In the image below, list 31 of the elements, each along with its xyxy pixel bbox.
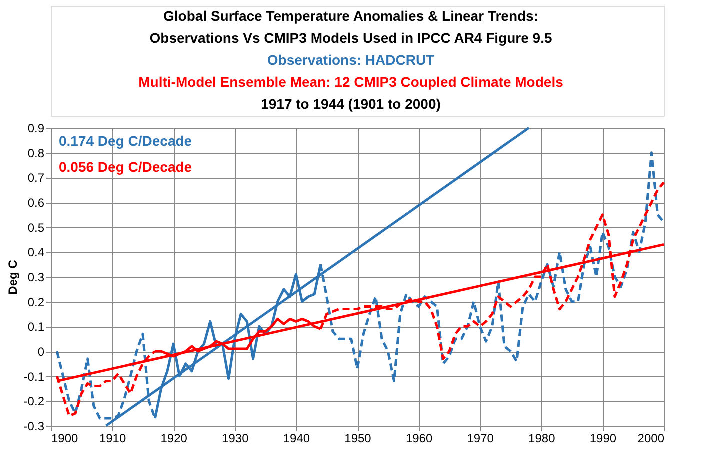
y-tick-label: 0.2 (28, 295, 45, 310)
x-tick-label: 1910 (99, 432, 126, 446)
x-tick-label: 1950 (344, 432, 372, 446)
y-tick-label: -0.1 (24, 370, 45, 384)
y-tick-label: 0 (38, 345, 45, 359)
y-tick-label: 0.7 (28, 171, 45, 186)
x-tick-label: 1900 (52, 432, 79, 446)
x-tick-label: 1990 (590, 432, 617, 446)
x-tick-label: 1970 (467, 432, 494, 446)
x-tick-label: 2000 (638, 432, 665, 446)
annotation: 0.056 Deg C/Decade (59, 159, 192, 175)
y-tick-label: 0.8 (28, 146, 45, 160)
y-tick-label: 0.1 (28, 320, 45, 334)
y-tick-label: -0.2 (24, 394, 45, 409)
y-tick-label: 0.3 (28, 270, 45, 284)
y-tick-label: -0.3 (24, 420, 45, 434)
x-tick-label: 1980 (528, 432, 556, 446)
text: Observations Vs CMIP3 Models Used in IPCC AR4 Figure 9.5 (150, 30, 552, 46)
x-tick-label: 1940 (283, 432, 310, 446)
y-tick-label: 0.6 (28, 196, 45, 210)
text: 1917 to 1944 (1901 to 2000) (261, 96, 441, 112)
y-tick-label: 0.9 (28, 122, 45, 136)
y-tick-label: 0.5 (28, 220, 45, 235)
text: Multi-Model Ensemble Mean: 12 CMIP3 Coupled Climate Models (138, 74, 564, 90)
x-tick-label: 1960 (406, 432, 433, 446)
y-tick-label: 0.4 (28, 246, 45, 260)
text: Observations: HADCRUT (267, 52, 435, 68)
x-tick-label: 1930 (222, 432, 250, 446)
text: Global Surface Temperature Anomalies & Linear Trends: (164, 8, 538, 24)
x-tick-label: 1920 (160, 432, 188, 446)
y-axis-title: Deg C (6, 260, 20, 295)
